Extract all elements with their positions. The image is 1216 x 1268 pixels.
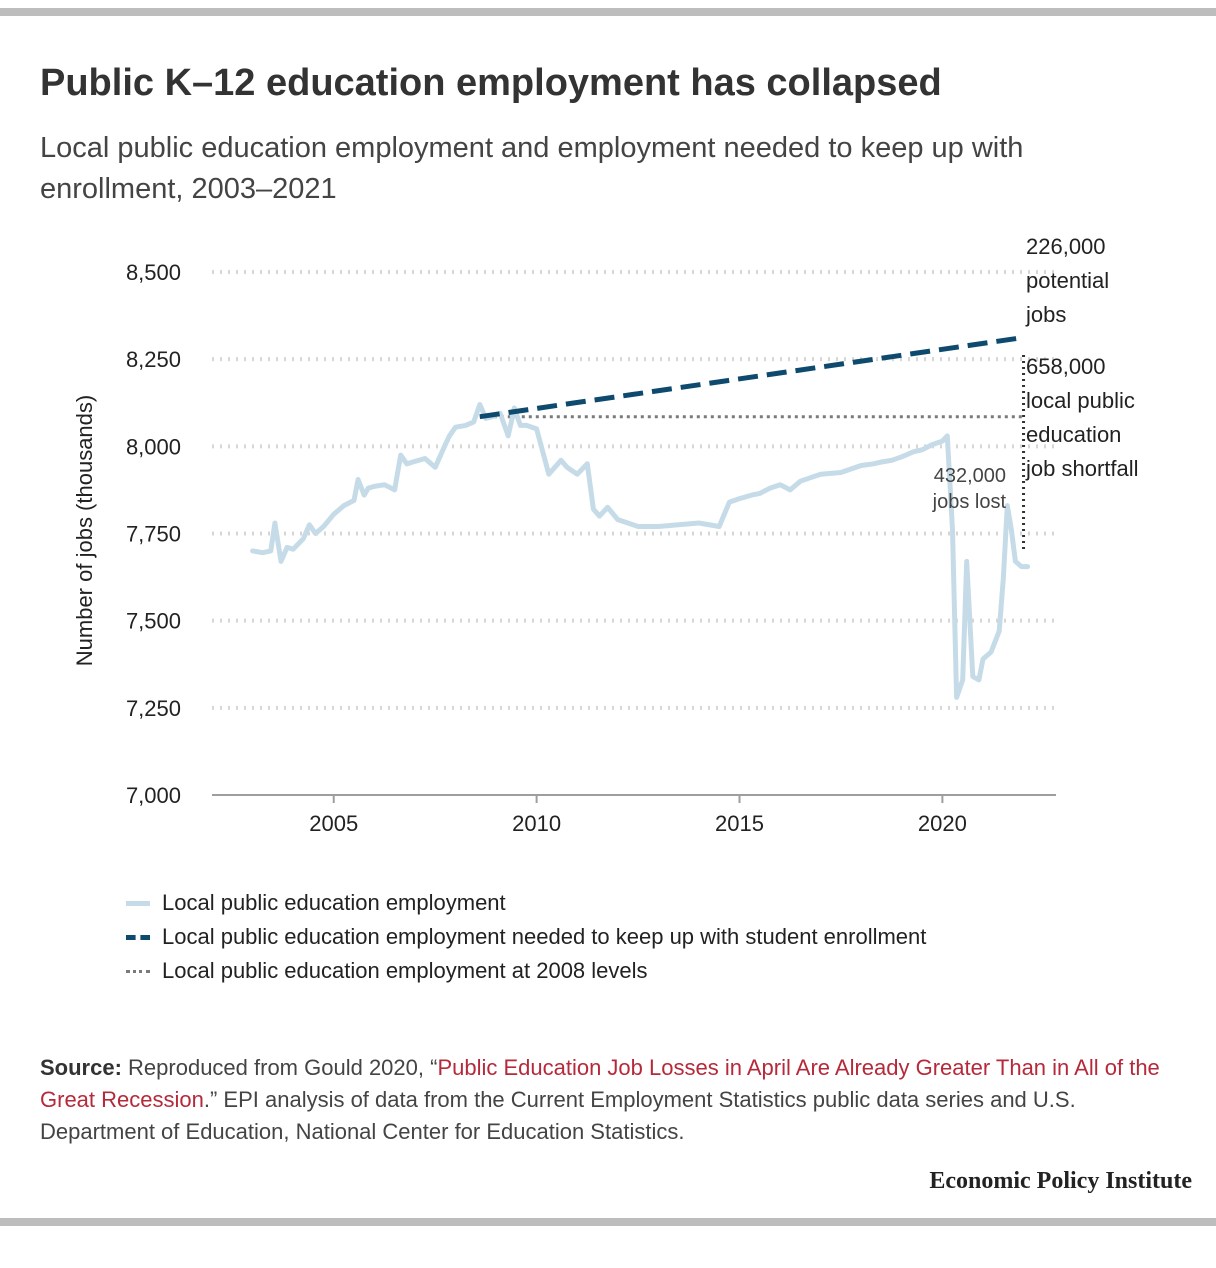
legend-swatch-solid [126, 900, 150, 906]
source-prefix: Source: [40, 1055, 122, 1080]
annotation-potential-line: 226,000 [1026, 234, 1106, 259]
chart-subtitle: Local public education employment and em… [40, 132, 1024, 205]
source-link[interactable]: Public Education Job Losses in April Are… [40, 1055, 1160, 1112]
y-tick-label: 8,250 [126, 347, 181, 372]
line-chart: 7,000 7,250 7,500 7,750 8,000 8,250 8,500 2005 2… [72, 234, 1139, 836]
annotation-shortfall-line: local public [1026, 388, 1135, 413]
annotation-shortfall-line: education [1026, 422, 1121, 447]
annotation-shortfall-line: job shortfall [1025, 456, 1139, 481]
y-axis-label: Number of jobs (thousands) [72, 395, 97, 666]
y-tick-label: 8,500 [126, 260, 181, 285]
y-tick-label: 7,750 [126, 522, 181, 547]
axes: 7,000 7,250 7,500 7,750 8,000 8,250 8,500 2005 2… [72, 260, 1056, 836]
annotations: 226,000 potential jobs 658,000 local public e… [932, 234, 1139, 551]
series-line-dashed [479, 335, 1024, 420]
y-tick-label: 7,500 [126, 609, 181, 634]
x-tick-label: 2020 [918, 811, 967, 836]
annotation-potential-line: jobs [1025, 302, 1066, 327]
x-tick-label: 2005 [309, 811, 358, 836]
legend-swatch-dashed [126, 934, 150, 940]
source-text-after: .” EPI analysis of data from the Current… [40, 1087, 1076, 1144]
bottom-rule [0, 1218, 1216, 1226]
annotation-lost-line: jobs lost [932, 491, 1007, 513]
legend-item-needed: Local public education employment needed… [126, 920, 926, 954]
gridlines [212, 270, 1056, 710]
annotation-potential-line: potential [1026, 268, 1109, 293]
legend-label-needed: Local public education employment needed… [162, 924, 927, 949]
annotation-shortfall-line: 658,000 [1026, 354, 1106, 379]
series-line-solid [250, 402, 1031, 700]
series [250, 335, 1031, 700]
source-text-before: Reproduced from Gould 2020, “ [121, 1055, 438, 1080]
annotation-lost-line: 432,000 [934, 465, 1006, 487]
y-tick-label: 7,000 [126, 783, 181, 808]
y-tick-label: 7,250 [126, 696, 181, 721]
legend-item-2008: Local public education employment at 200… [126, 954, 926, 988]
legend-swatch-dotted [126, 969, 150, 973]
y-tick-label: 8,000 [126, 434, 181, 459]
top-rule [0, 8, 1216, 16]
x-tick-label: 2010 [512, 811, 561, 836]
chart-title: Public K–12 education employment has col… [40, 62, 942, 104]
legend-label-actual: Local public education employment [162, 890, 506, 915]
source-note: Source: Reproduced from Gould 2020, “Pub… [40, 1052, 1180, 1148]
legend: Local public education employment Local … [126, 886, 926, 988]
legend-label-2008: Local public education employment at 200… [162, 958, 648, 983]
x-tick-label: 2015 [715, 811, 764, 836]
epi-logo: Economic Policy Institute [929, 1168, 1192, 1194]
legend-item-actual: Local public education employment [126, 886, 926, 920]
